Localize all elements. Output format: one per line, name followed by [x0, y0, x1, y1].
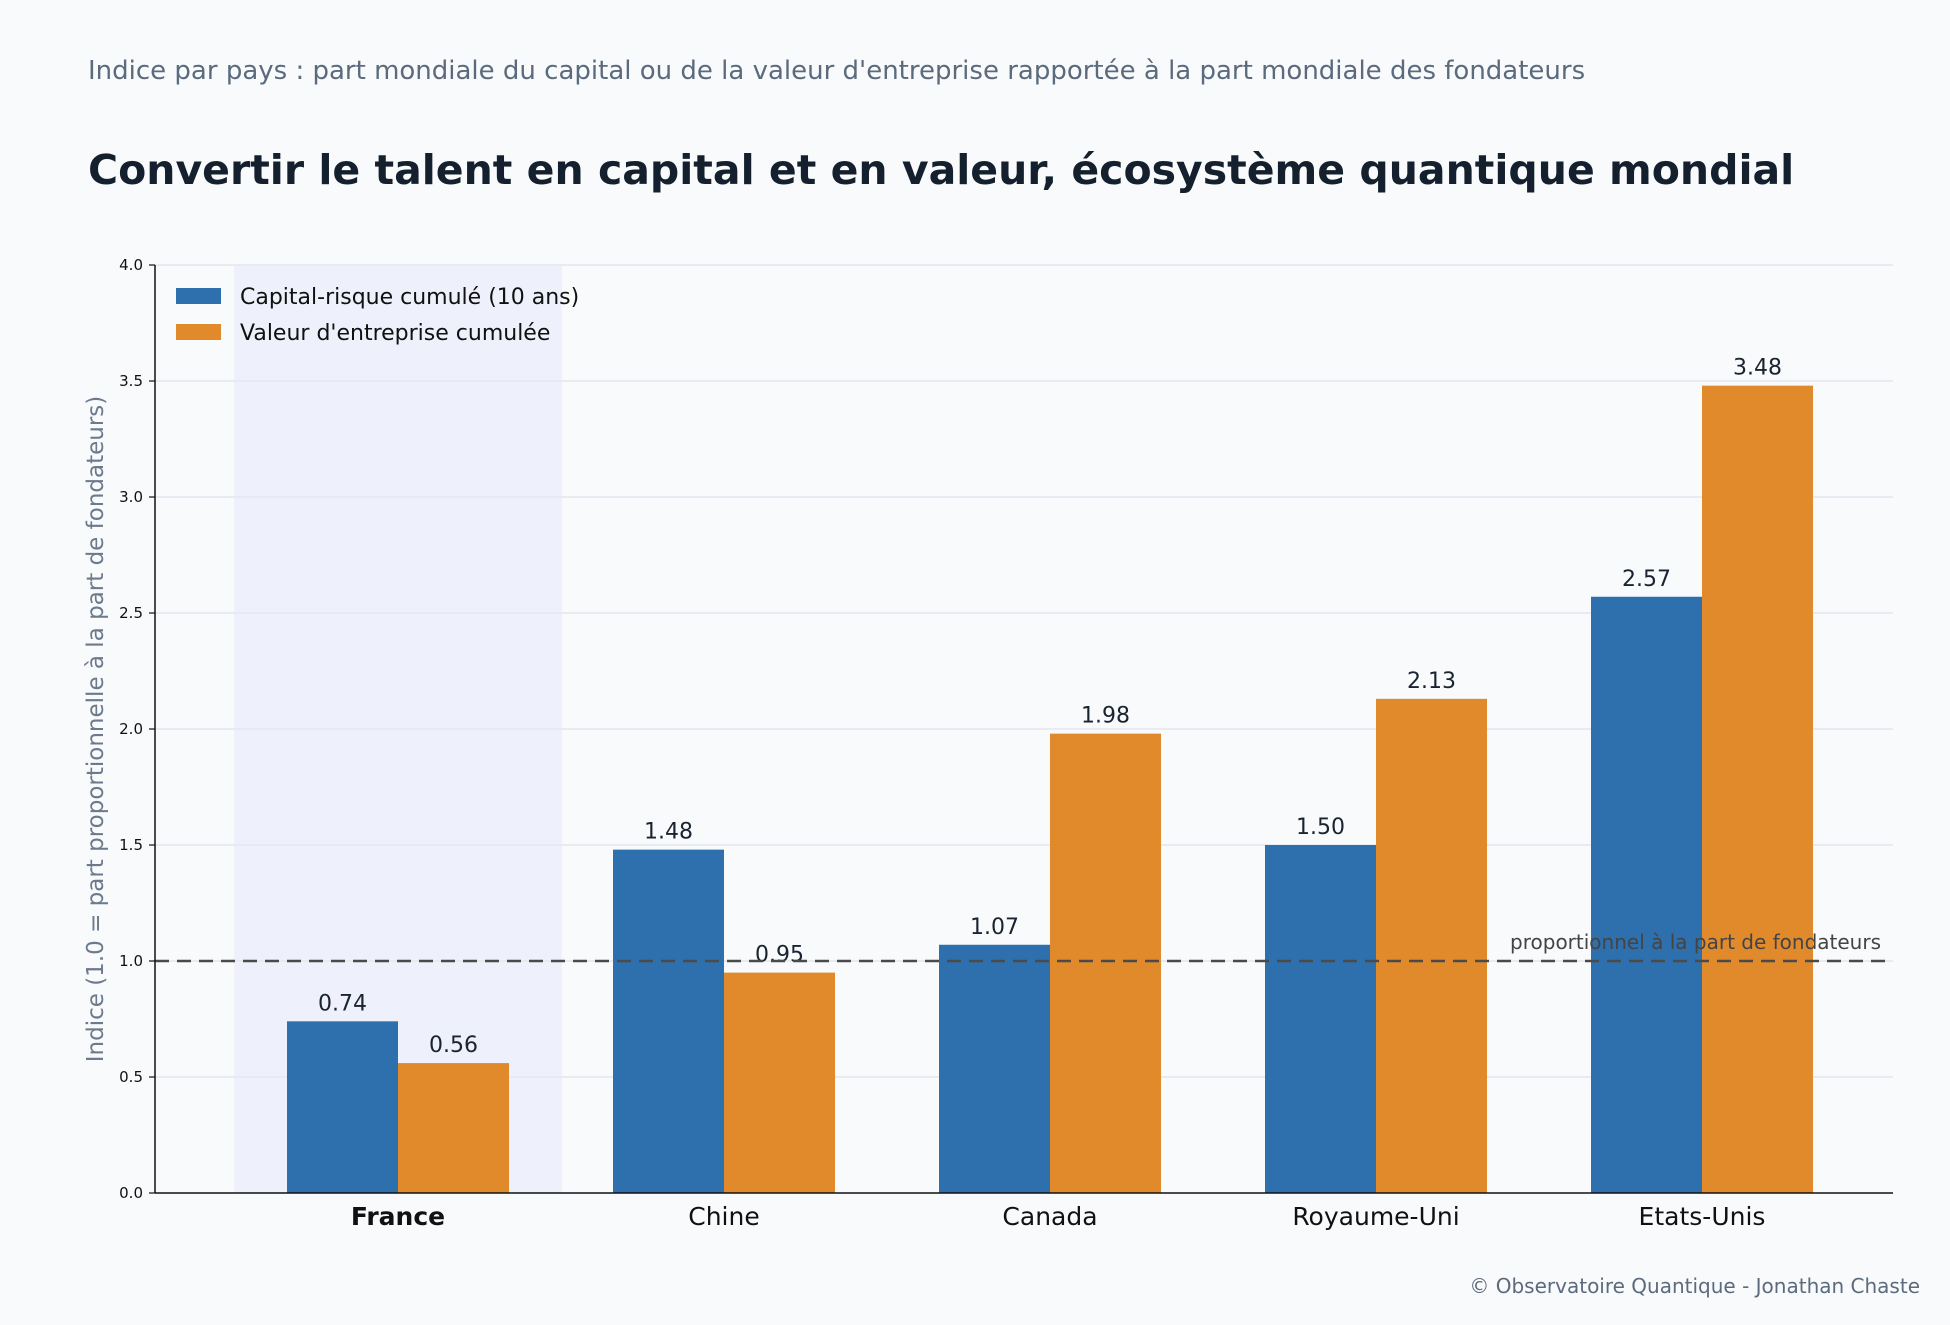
bar [1591, 596, 1702, 1193]
y-tick-label: 3.0 [119, 488, 143, 506]
value-labels: 0.74 1.48 1.07 1.50 2.57 0.56 0.95 1.98 2.13 3.48 [318, 356, 1782, 1058]
y-tick-label: 0.0 [119, 1184, 143, 1202]
data-label: 1.48 [644, 820, 693, 845]
y-tick-label: 4.0 [119, 256, 143, 274]
data-label: 1.50 [1296, 815, 1345, 840]
chart-subtitle: Indice par pays : part mondiale du capit… [88, 56, 1586, 86]
category-label: France [351, 1202, 445, 1231]
bar [1376, 698, 1487, 1193]
legend-swatch [176, 324, 221, 340]
bar [1050, 733, 1161, 1193]
y-tick-label: 3.5 [119, 372, 143, 390]
data-label: 2.57 [1622, 567, 1671, 592]
category-label: Chine [688, 1202, 759, 1231]
data-label: 0.74 [318, 991, 367, 1016]
legend-label: Capital-risque cumulé (10 ans) [240, 285, 579, 310]
bars [287, 385, 1813, 1193]
y-tick-label: 1.5 [119, 836, 143, 854]
bar [613, 849, 724, 1193]
chart-title: Convertir le talent en capital et en val… [88, 146, 1795, 194]
y-axis-ticks: 0.0 0.5 1.0 1.5 2.0 2.5 3.0 3.5 4.0 [119, 256, 155, 1202]
y-tick-label: 1.0 [119, 952, 143, 970]
y-axis-label: Indice (1.0 = part proportionnelle à la … [83, 396, 109, 1063]
bar [1702, 385, 1813, 1193]
data-label: 3.48 [1733, 356, 1782, 381]
legend-swatch [176, 288, 221, 304]
data-label: 1.98 [1081, 704, 1130, 729]
data-label: 0.95 [755, 943, 804, 968]
category-labels: France Chine Canada Royaume-Uni Etats-Unis [351, 1202, 1766, 1231]
category-label: Royaume-Uni [1292, 1202, 1459, 1231]
y-tick-label: 0.5 [119, 1068, 143, 1086]
bar [287, 1021, 398, 1193]
category-label: Etats-Unis [1639, 1202, 1766, 1231]
credit-text: © Observatoire Quantique - Jonathan Chas… [1469, 1274, 1920, 1298]
bar [724, 972, 835, 1193]
category-label: Canada [1002, 1202, 1097, 1231]
y-tick-label: 2.5 [119, 604, 143, 622]
data-label: 0.56 [429, 1033, 478, 1058]
legend-label: Valeur d'entreprise cumulée [240, 321, 550, 346]
bar [939, 944, 1050, 1193]
reference-line-label: proportionnel à la part de fondateurs [1510, 930, 1881, 954]
legend[interactable]: Capital-risque cumulé (10 ans) Valeur d'e… [176, 285, 579, 346]
bar [1265, 845, 1376, 1193]
data-label: 2.13 [1407, 669, 1456, 694]
bar [398, 1063, 509, 1193]
data-label: 1.07 [970, 915, 1019, 940]
y-tick-label: 2.0 [119, 720, 143, 738]
